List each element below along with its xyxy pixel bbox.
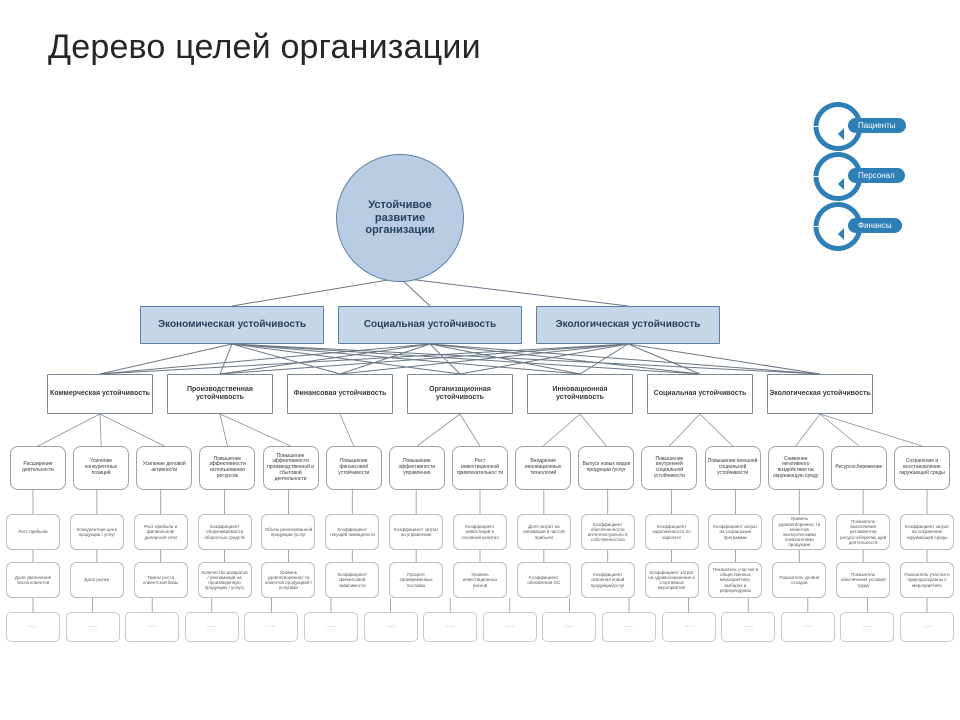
l5-row2-node-8: Коэффициент обновления ОС — [517, 562, 571, 598]
l3-node-4: Инновационная устойчивость — [527, 374, 633, 414]
l5-row2-node-1: Доля рынка — [70, 562, 124, 598]
l4-node-6: Повышение эффективности управления — [389, 446, 445, 490]
l5-row2-node-10: Коэффициент затрат на здравоохранение и … — [645, 562, 699, 598]
l4-node-3: Повышение эффективности использования ре… — [199, 446, 255, 490]
l5-row1-node-14: Коэффициент затрат на сохранение окружаю… — [900, 514, 954, 550]
l6-row-node-4: …… — [244, 612, 298, 642]
l6-row-node-8: …… — [483, 612, 537, 642]
l3-node-1: Производственная устойчивость — [167, 374, 273, 414]
page-title: Дерево целей организации — [48, 28, 481, 67]
l6-row-node-11: …… — [662, 612, 716, 642]
stakeholder-label-0: Пациенты — [848, 118, 906, 133]
l5-row2-node-13: Показатель обеспечения условий труда — [836, 562, 890, 598]
l4-node-9: Выпуск новых видов продукции /услуг — [578, 446, 634, 490]
l4-node-8: Внедрение инновационных технологий — [515, 446, 571, 490]
l6-row-node-3: …… — [185, 612, 239, 642]
l5-row1-node-2: Рост прибыли и филиальной/ дилерской сет… — [134, 514, 188, 550]
l5-row1-node-13: Показатель выполнения регламентов ресурс… — [836, 514, 890, 550]
l3-node-0: Коммерческая устойчивость — [47, 374, 153, 414]
l4-node-12: Снижение негативного воздействия на окру… — [768, 446, 824, 490]
l5-row1-node-11: Коэффициент затрат на социальные програм… — [708, 514, 762, 550]
l6-row-node-7: …… — [423, 612, 477, 642]
tree-diagram: Устойчивое развитие организации Экономич… — [0, 150, 960, 710]
l4-node-14: Сохранение и восстановление окружающей с… — [894, 446, 950, 490]
l5-row1-node-12: Уровень удовлетвореннос ти клиентов экол… — [772, 514, 826, 550]
l6-row-node-0: …… — [6, 612, 60, 642]
root-node: Устойчивое развитие организации — [336, 154, 464, 282]
l3-node-3: Организационная устойчивость — [407, 374, 513, 414]
l5-row2-node-0: Доля увеличения числа клиентов — [6, 562, 60, 598]
l6-row-node-5: …… — [304, 612, 358, 642]
l5-row2-node-2: Темпы роста клиентской базы — [134, 562, 188, 598]
l5-row2-node-4: Уровень удовлетворённос ти клиентов прод… — [261, 562, 315, 598]
l3-node-6: Экологическая устойчивость — [767, 374, 873, 414]
l5-row2-node-11: Показатель участия в общественных меропр… — [708, 562, 762, 598]
l4-node-4: Повышение эффективности производственной… — [263, 446, 319, 490]
l3-node-2: Финансовая устойчивость — [287, 374, 393, 414]
l5-row2-node-14: Показатель участия в природоохранны х ме… — [900, 562, 954, 598]
l4-node-7: Рост инвестиционной привлекательнос ти — [452, 446, 508, 490]
l5-row1-node-0: Рост прибыли — [6, 514, 60, 550]
l5-row1-node-1: Конкурентная цена продукции / услуг — [70, 514, 124, 550]
l4-node-13: Ресурсосбережение — [831, 446, 887, 490]
l4-node-2: Усиление деловой активности — [136, 446, 192, 490]
l5-row1-node-10: Коэффициент задолженности по зарплате — [645, 514, 699, 550]
l5-row1-node-6: Коэффициент затрат на управление — [389, 514, 443, 550]
l6-row-node-2: …… — [125, 612, 179, 642]
l3-node-5: Социальная устойчивость — [647, 374, 753, 414]
l5-row2-node-12: Показатель уровня отходов — [772, 562, 826, 598]
l4-node-5: Повышение финансовой устойчивости — [326, 446, 382, 490]
l2-node-2: Экологическая устойчивость — [536, 306, 720, 344]
l4-node-10: Повышение внутренней социальной устойчив… — [641, 446, 697, 490]
l4-node-11: Повышение внешней социальной устойчивост… — [705, 446, 761, 490]
l5-row2-node-7: Уровень инвестиционных рисков — [453, 562, 507, 598]
l5-row2-node-6: Процент своевременных поставок — [389, 562, 443, 598]
l5-row2-node-5: Коэффициент финансовой зависимости — [325, 562, 379, 598]
l6-row-node-1: …… — [66, 612, 120, 642]
l5-row1-node-8: Доля затрат на инновации в чистой прибыл… — [517, 514, 571, 550]
l5-row1-node-3: Коэффициент оборачиваемости оборотных ср… — [198, 514, 252, 550]
l6-row-node-9: …… — [542, 612, 596, 642]
l4-node-0: Расширение деятельности — [10, 446, 66, 490]
l6-row-node-12: …… — [721, 612, 775, 642]
l5-row2-node-9: Коэффициент освоения новой продукции/усл… — [581, 562, 635, 598]
l6-row-node-10: …… — [602, 612, 656, 642]
l5-row1-node-4: Объем реализованной продукции /услуг — [261, 514, 315, 550]
l5-row2-node-3: Количество возвратов / рекламаций на про… — [198, 562, 252, 598]
l2-node-1: Социальная устойчивость — [338, 306, 522, 344]
l5-row1-node-9: Коэффициент обеспеченности интеллектуаль… — [581, 514, 635, 550]
l6-row-node-13: …… — [781, 612, 835, 642]
l4-node-1: Усиление конкурентных позиций — [73, 446, 129, 490]
l6-row-node-6: …… — [364, 612, 418, 642]
l5-row1-node-7: Коэффициент инвестиций в основной капита… — [453, 514, 507, 550]
l6-row-node-14: …… — [840, 612, 894, 642]
l2-node-0: Экономическая устойчивость — [140, 306, 324, 344]
l6-row-node-15: …… — [900, 612, 954, 642]
l5-row1-node-5: Коэффициент текущей ликвидности — [325, 514, 379, 550]
